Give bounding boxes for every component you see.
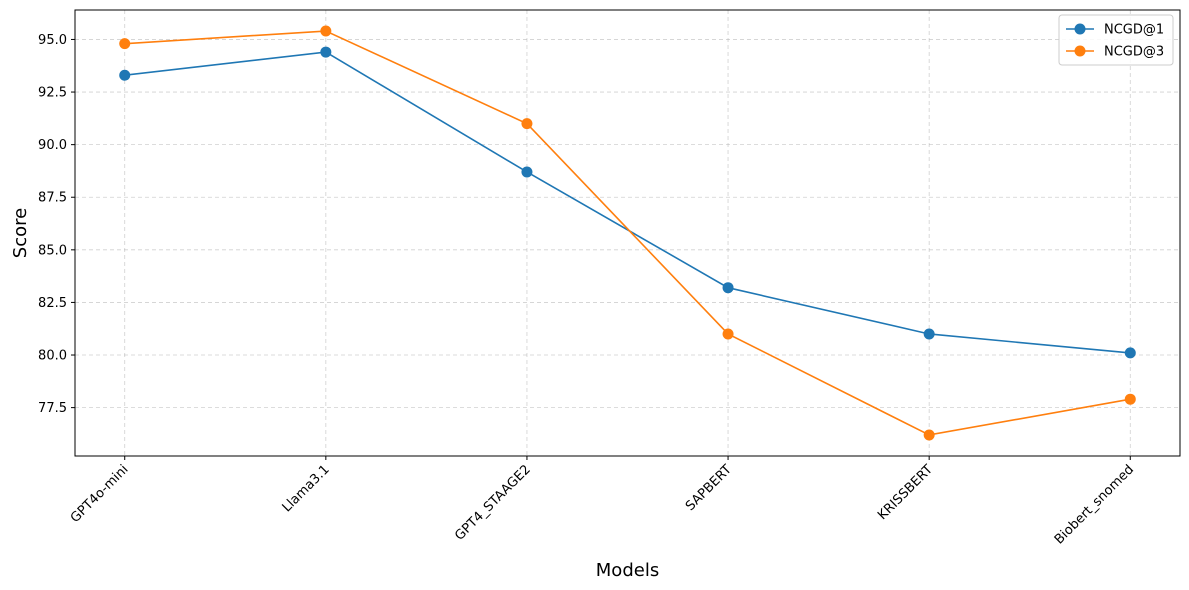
x-axis: GPT4o-mini Llama3.1 GPT4_STAAGE2 SAPBERT KRI…	[68, 456, 1137, 547]
legend-label: NCGD@1	[1104, 23, 1164, 38]
series-line	[124, 51, 1131, 354]
legend-marker	[1074, 23, 1086, 35]
data-point	[722, 328, 734, 340]
data-point	[923, 429, 935, 441]
y-tick-label: 85.0	[38, 243, 67, 258]
x-tick-label: Biobert_snomed	[1052, 462, 1137, 547]
y-tick-label: 92.5	[38, 86, 67, 101]
data-point	[320, 25, 332, 37]
legend-item: NCGD@1	[1066, 23, 1164, 38]
x-tick-label: GPT4o-mini	[68, 462, 132, 526]
plot-frame	[74, 9, 1181, 457]
series-layer	[119, 25, 1136, 441]
y-tick-label: 77.5	[38, 401, 67, 416]
data-point	[119, 69, 131, 81]
legend-label: NCGD@3	[1104, 45, 1164, 60]
legend-marker	[1074, 45, 1086, 57]
y-tick-label: 87.5	[38, 191, 67, 206]
data-point	[923, 328, 935, 340]
data-point	[1124, 393, 1136, 405]
x-tick-label: GPT4_STAAGE2	[452, 462, 534, 544]
y-tick-label: 82.5	[38, 296, 67, 311]
x-tick-label: Llama3.1	[280, 462, 333, 515]
data-point	[1124, 347, 1136, 359]
series-ncgd-1	[119, 46, 1136, 359]
legend-box	[1058, 14, 1174, 66]
y-tick-label: 80.0	[38, 349, 67, 364]
data-point	[320, 46, 332, 58]
legend-item: NCGD@3	[1066, 45, 1164, 60]
series-ncgd-3	[119, 25, 1136, 441]
y-tick-label: 95.0	[38, 33, 67, 48]
y-tick-label: 90.0	[38, 138, 67, 153]
series-line	[124, 30, 1131, 436]
y-axis: 77.5 80.0 82.5 85.0 87.5 90.0 92.5 95.0	[38, 33, 75, 416]
x-tick-label: SAPBERT	[683, 462, 735, 514]
data-point	[722, 282, 734, 294]
data-point	[521, 118, 533, 130]
grid-lines	[75, 10, 1180, 456]
x-axis-title: Models	[596, 560, 659, 581]
legend: NCGD@1 NCGD@3	[1058, 14, 1174, 66]
data-point	[119, 38, 131, 50]
data-point	[521, 166, 533, 178]
y-axis-title: Score	[10, 208, 31, 258]
x-tick-label: KRISSBERT	[875, 462, 936, 523]
